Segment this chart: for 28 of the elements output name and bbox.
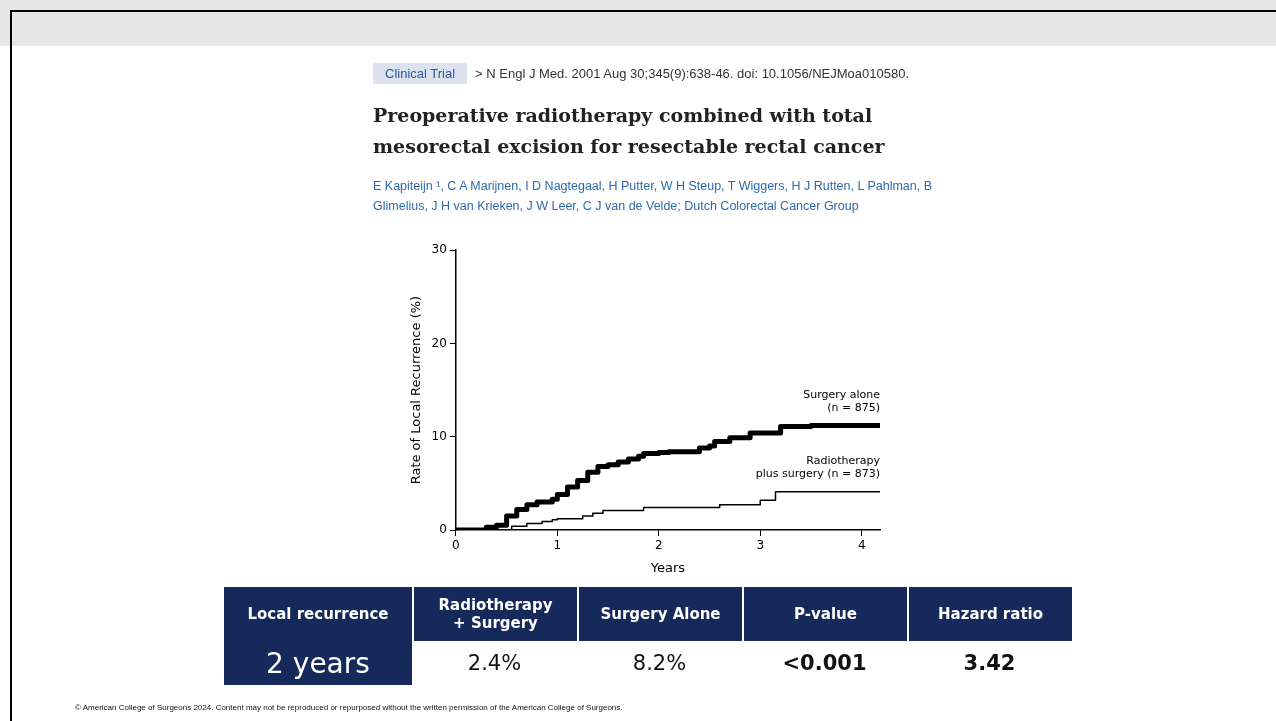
- text: Local recurrence: [222, 587, 412, 641]
- x-tick-label: 3: [756, 538, 765, 553]
- y-tick-label: 30: [431, 242, 447, 257]
- text: Clinical Trial: [373, 63, 468, 84]
- text: P-value: [742, 587, 907, 641]
- y-tick-label: 20: [431, 335, 447, 350]
- y-axis-title: Rate of Local Recurrence (%): [408, 295, 424, 485]
- x-axis-title: Years: [649, 559, 686, 575]
- text: 2.4%: [466, 650, 523, 677]
- x-tick-label: 1: [553, 538, 562, 553]
- x-tick-label: 4: [857, 538, 866, 553]
- text: 2 years: [222, 641, 412, 685]
- text: Hazard ratio: [907, 587, 1072, 641]
- y-tick-label: 10: [431, 428, 447, 443]
- text: <0.001: [781, 650, 868, 677]
- series-label: Radiotherapy plus surgery (n = 873): [755, 454, 881, 481]
- chart-title: Preoperative radiotherapy combined with total mesorectal excision for resectable rectal cancer: [373, 103, 886, 159]
- y-tick-label: 0: [439, 522, 447, 537]
- text: © American College of Surgeons 2024. Content may not be reproduced or repurposed without the written permission of the American College of Surgeons.: [75, 703, 623, 712]
- text: Surgery Alone: [577, 587, 742, 641]
- series-label: Surgery alone (n = 875): [803, 387, 881, 414]
- x-tick-label: 2: [654, 538, 663, 553]
- text: 8.2%: [631, 650, 688, 677]
- text: E Kapiteijn ¹, C A Marijnen, I D Nagtegaal, H Putter, W H Steup, T Wiggers, H J Rutten, L Pahlman, B Glimelius, J H van Krieken, J W Leer, C J van de Velde; Dutch Colorectal Cancer Group: [373, 178, 934, 215]
- text: Radiotherapy + Surgery: [412, 587, 577, 641]
- chart-subtitle: > N Engl J Med. 2001 Aug 30;345(9):638-46. doi: 10.1056/NEJMoa010580.: [475, 66, 910, 81]
- x-tick-label: 0: [452, 538, 460, 553]
- text: 3.42: [962, 650, 1017, 677]
